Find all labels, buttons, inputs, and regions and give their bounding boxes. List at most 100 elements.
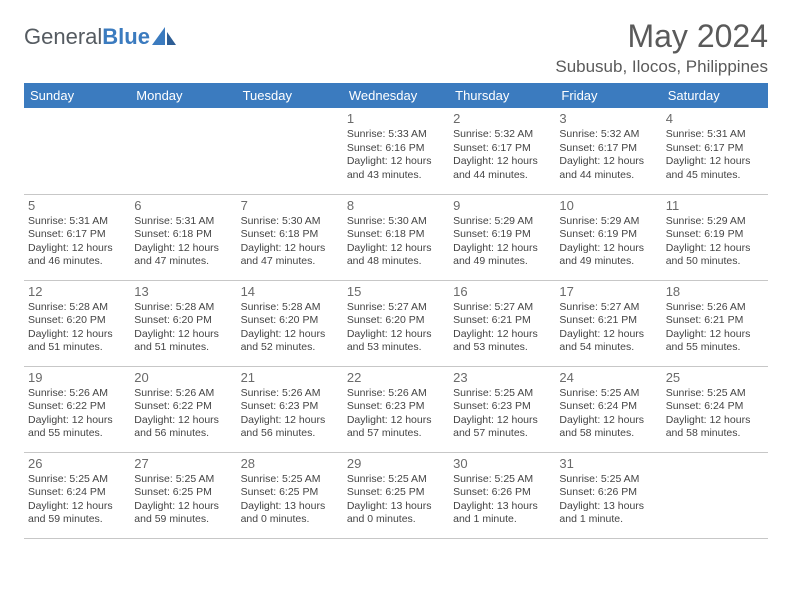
daylight-text: Daylight: 12 hours and 55 minutes. <box>666 328 764 355</box>
sunrise-text: Sunrise: 5:25 AM <box>347 473 445 487</box>
sunrise-text: Sunrise: 5:27 AM <box>453 301 551 315</box>
day-details: Sunrise: 5:32 AMSunset: 6:17 PMDaylight:… <box>453 128 551 183</box>
sunset-text: Sunset: 6:23 PM <box>453 400 551 414</box>
sunrise-text: Sunrise: 5:26 AM <box>666 301 764 315</box>
sunset-text: Sunset: 6:25 PM <box>241 486 339 500</box>
calendar-table: Sunday Monday Tuesday Wednesday Thursday… <box>24 83 768 539</box>
sunset-text: Sunset: 6:25 PM <box>134 486 232 500</box>
month-title: May 2024 <box>555 18 768 55</box>
sunset-text: Sunset: 6:19 PM <box>559 228 657 242</box>
daylight-text: Daylight: 12 hours and 53 minutes. <box>453 328 551 355</box>
sunrise-text: Sunrise: 5:32 AM <box>559 128 657 142</box>
logo-sail-icon <box>152 27 178 47</box>
daylight-text: Daylight: 12 hours and 58 minutes. <box>666 414 764 441</box>
sunset-text: Sunset: 6:25 PM <box>347 486 445 500</box>
calendar-cell: 2 Sunrise: 5:32 AMSunset: 6:17 PMDaylight… <box>449 108 555 194</box>
calendar-row: 19 Sunrise: 5:26 AMSunset: 6:22 PMDayligh… <box>24 366 768 452</box>
brand-part1: General <box>24 24 102 50</box>
sunrise-text: Sunrise: 5:28 AM <box>241 301 339 315</box>
calendar-cell: 4Sunrise: 5:31 AMSunset: 6:17 PMDaylight… <box>662 108 768 194</box>
day-number: 18 <box>666 284 764 299</box>
calendar-cell: 3Sunrise: 5:32 AMSunset: 6:17 PMDaylight… <box>555 108 661 194</box>
day-details: Sunrise: 5:26 AMSunset: 6:22 PMDaylight:… <box>134 387 232 442</box>
calendar-cell: 10Sunrise: 5:29 AMSunset: 6:19 PMDayligh… <box>555 194 661 280</box>
day-details: Sunrise: 5:29 AMSunset: 6:19 PMDaylight:… <box>453 215 551 270</box>
day-number: 14 <box>241 284 339 299</box>
day-details: Sunrise: 5:25 AMSunset: 6:23 PMDaylight:… <box>453 387 551 442</box>
daylight-text: Daylight: 12 hours and 57 minutes. <box>453 414 551 441</box>
daylight-text: Daylight: 12 hours and 59 minutes. <box>134 500 232 527</box>
sunset-text: Sunset: 6:24 PM <box>559 400 657 414</box>
sunrise-text: Sunrise: 5:30 AM <box>347 215 445 229</box>
calendar-cell: 21Sunrise: 5:26 AMSunset: 6:23 PMDayligh… <box>237 366 343 452</box>
sunrise-text: Sunrise: 5:27 AM <box>559 301 657 315</box>
day-details: Sunrise: 5:25 AMSunset: 6:26 PMDaylight:… <box>559 473 657 528</box>
day-details: Sunrise: 5:26 AMSunset: 6:23 PMDaylight:… <box>347 387 445 442</box>
day-number: 9 <box>453 198 551 213</box>
daylight-text: Daylight: 12 hours and 48 minutes. <box>347 242 445 269</box>
daylight-text: Daylight: 12 hours and 58 minutes. <box>559 414 657 441</box>
daylight-text: Daylight: 12 hours and 44 minutes. <box>453 155 551 182</box>
sunrise-text: Sunrise: 5:25 AM <box>559 387 657 401</box>
calendar-row: 5Sunrise: 5:31 AMSunset: 6:17 PMDaylight… <box>24 194 768 280</box>
sunset-text: Sunset: 6:20 PM <box>28 314 126 328</box>
day-number: 2 <box>453 111 551 126</box>
calendar-cell: 30Sunrise: 5:25 AMSunset: 6:26 PMDayligh… <box>449 452 555 538</box>
sunset-text: Sunset: 6:21 PM <box>453 314 551 328</box>
sunset-text: Sunset: 6:26 PM <box>453 486 551 500</box>
weekday-header-row: Sunday Monday Tuesday Wednesday Thursday… <box>24 83 768 108</box>
daylight-text: Daylight: 13 hours and 0 minutes. <box>241 500 339 527</box>
sunrise-text: Sunrise: 5:31 AM <box>666 128 764 142</box>
brand-part2: Blue <box>102 24 150 50</box>
sunset-text: Sunset: 6:17 PM <box>453 142 551 156</box>
calendar-cell: 9 Sunrise: 5:29 AMSunset: 6:19 PMDaylight… <box>449 194 555 280</box>
calendar-cell: 29Sunrise: 5:25 AMSunset: 6:25 PMDayligh… <box>343 452 449 538</box>
day-details: Sunrise: 5:31 AMSunset: 6:17 PMDaylight:… <box>666 128 764 183</box>
daylight-text: Daylight: 12 hours and 51 minutes. <box>134 328 232 355</box>
sunrise-text: Sunrise: 5:28 AM <box>134 301 232 315</box>
daylight-text: Daylight: 12 hours and 43 minutes. <box>347 155 445 182</box>
calendar-cell: 7Sunrise: 5:30 AMSunset: 6:18 PMDaylight… <box>237 194 343 280</box>
calendar-cell: 28Sunrise: 5:25 AMSunset: 6:25 PMDayligh… <box>237 452 343 538</box>
calendar-cell: 13Sunrise: 5:28 AMSunset: 6:20 PMDayligh… <box>130 280 236 366</box>
day-details: Sunrise: 5:25 AMSunset: 6:24 PMDaylight:… <box>559 387 657 442</box>
day-details: Sunrise: 5:26 AMSunset: 6:21 PMDaylight:… <box>666 301 764 356</box>
day-number: 19 <box>28 370 126 385</box>
daylight-text: Daylight: 12 hours and 55 minutes. <box>28 414 126 441</box>
sunset-text: Sunset: 6:18 PM <box>347 228 445 242</box>
daylight-text: Daylight: 12 hours and 52 minutes. <box>241 328 339 355</box>
day-details: Sunrise: 5:30 AMSunset: 6:18 PMDaylight:… <box>347 215 445 270</box>
day-number: 17 <box>559 284 657 299</box>
daylight-text: Daylight: 12 hours and 44 minutes. <box>559 155 657 182</box>
location: Subusub, Ilocos, Philippines <box>555 57 768 77</box>
calendar-cell: 17Sunrise: 5:27 AMSunset: 6:21 PMDayligh… <box>555 280 661 366</box>
calendar-cell: 16 Sunrise: 5:27 AMSunset: 6:21 PMDayligh… <box>449 280 555 366</box>
daylight-text: Daylight: 12 hours and 56 minutes. <box>134 414 232 441</box>
day-number: 28 <box>241 456 339 471</box>
calendar-row: 26Sunrise: 5:25 AMSunset: 6:24 PMDayligh… <box>24 452 768 538</box>
sunset-text: Sunset: 6:24 PM <box>666 400 764 414</box>
weekday-header: Saturday <box>662 83 768 108</box>
sunset-text: Sunset: 6:20 PM <box>134 314 232 328</box>
day-number: 23 <box>453 370 551 385</box>
weekday-header: Monday <box>130 83 236 108</box>
daylight-text: Daylight: 12 hours and 51 minutes. <box>28 328 126 355</box>
day-number: 6 <box>134 198 232 213</box>
sunrise-text: Sunrise: 5:29 AM <box>559 215 657 229</box>
day-number: 12 <box>28 284 126 299</box>
header: GeneralBlue May 2024 Subusub, Ilocos, Ph… <box>24 18 768 77</box>
sunrise-text: Sunrise: 5:33 AM <box>347 128 445 142</box>
day-details: Sunrise: 5:27 AMSunset: 6:20 PMDaylight:… <box>347 301 445 356</box>
day-number: 30 <box>453 456 551 471</box>
day-number: 16 <box>453 284 551 299</box>
weekday-header: Friday <box>555 83 661 108</box>
daylight-text: Daylight: 13 hours and 1 minute. <box>453 500 551 527</box>
daylight-text: Daylight: 13 hours and 1 minute. <box>559 500 657 527</box>
sunset-text: Sunset: 6:17 PM <box>666 142 764 156</box>
calendar-cell: 31Sunrise: 5:25 AMSunset: 6:26 PMDayligh… <box>555 452 661 538</box>
day-details: Sunrise: 5:29 AMSunset: 6:19 PMDaylight:… <box>666 215 764 270</box>
calendar-cell <box>24 108 130 194</box>
sunrise-text: Sunrise: 5:25 AM <box>453 387 551 401</box>
day-details: Sunrise: 5:30 AMSunset: 6:18 PMDaylight:… <box>241 215 339 270</box>
day-details: Sunrise: 5:28 AMSunset: 6:20 PMDaylight:… <box>134 301 232 356</box>
